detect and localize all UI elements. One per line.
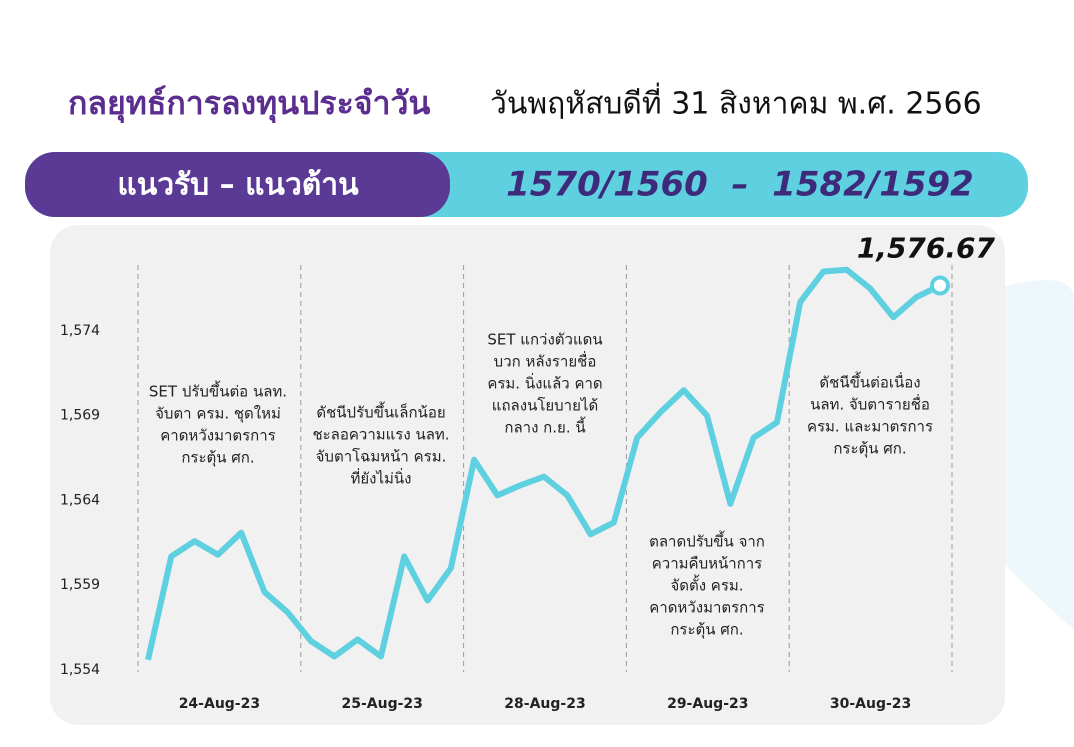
annotation: ชะลอความแรง นลท. (312, 426, 449, 444)
title: กลยุทธ์การลงทุนประจำวัน (68, 84, 430, 124)
x-tick-label: 24-Aug-23 (179, 696, 260, 712)
x-tick-label: 25-Aug-23 (341, 696, 422, 712)
annotation: จับตาโฉมหน้า ครม. (316, 448, 447, 466)
annotation: ดัชนีปรับขึ้นเล็กน้อย (316, 402, 445, 422)
annotation: บวก หลังรายชื่อ (494, 351, 597, 371)
annotation: นลท. จับตารายชื่อ (810, 394, 930, 414)
annotation: SET แกว่งตัวแดน (487, 331, 602, 349)
annotation: ที่ยังไม่นิ่ง (350, 468, 411, 488)
annotation: ดัชนีขึ้นต่อเนื่อง (819, 372, 920, 392)
annotation: กระตุ้น ศก. (670, 621, 743, 640)
banner-left (25, 152, 450, 217)
last-point (930, 275, 950, 296)
y-tick-label: 1,569 (60, 408, 100, 424)
annotation: กระตุ้น ศก. (833, 440, 906, 459)
last-value-label: 1,576.67 (857, 232, 996, 265)
annotation: ครม. นิ่งแล้ว คาด (487, 373, 602, 393)
annotation: SET ปรับขึ้นต่อ นลท. (149, 381, 287, 401)
annotation: ความคืบหน้าการ (652, 555, 762, 573)
date: วันพฤหัสบดีที่ 31 สิงหาคม พ.ศ. 2566 (490, 83, 982, 122)
annotation: กลาง ก.ย. นี้ (504, 417, 586, 437)
chart-panel (50, 225, 1005, 725)
x-tick-label: 30-Aug-23 (830, 696, 911, 712)
annotation: แถลงนโยบายได้ (492, 397, 598, 415)
y-tick-label: 1,564 (60, 492, 100, 508)
annotation: คาดหวังมาตรการ (649, 599, 765, 617)
banner-levels: 1570/1560 – 1582/1592 (506, 165, 974, 205)
annotation: จับตา ครม. ชุดใหม่ (155, 405, 281, 424)
y-tick-label: 1,554 (60, 662, 100, 678)
annotation: ครม. และมาตรการ (807, 418, 933, 436)
y-tick-label: 1,559 (60, 577, 100, 593)
x-tick-label: 29-Aug-23 (667, 696, 748, 712)
annotation: จัดตั้ง ครม. (670, 575, 743, 595)
annotation: ตลาดปรับขึ้น จาก (649, 531, 765, 551)
y-tick-label: 1,574 (60, 323, 100, 339)
x-tick-label: 28-Aug-23 (504, 696, 585, 712)
banner-label: แนวรับ – แนวต้าน (117, 168, 359, 203)
price-line (145, 266, 942, 661)
annotation: คาดหวังมาตรการ (160, 427, 276, 445)
annotation: กระตุ้น ศก. (181, 449, 254, 468)
